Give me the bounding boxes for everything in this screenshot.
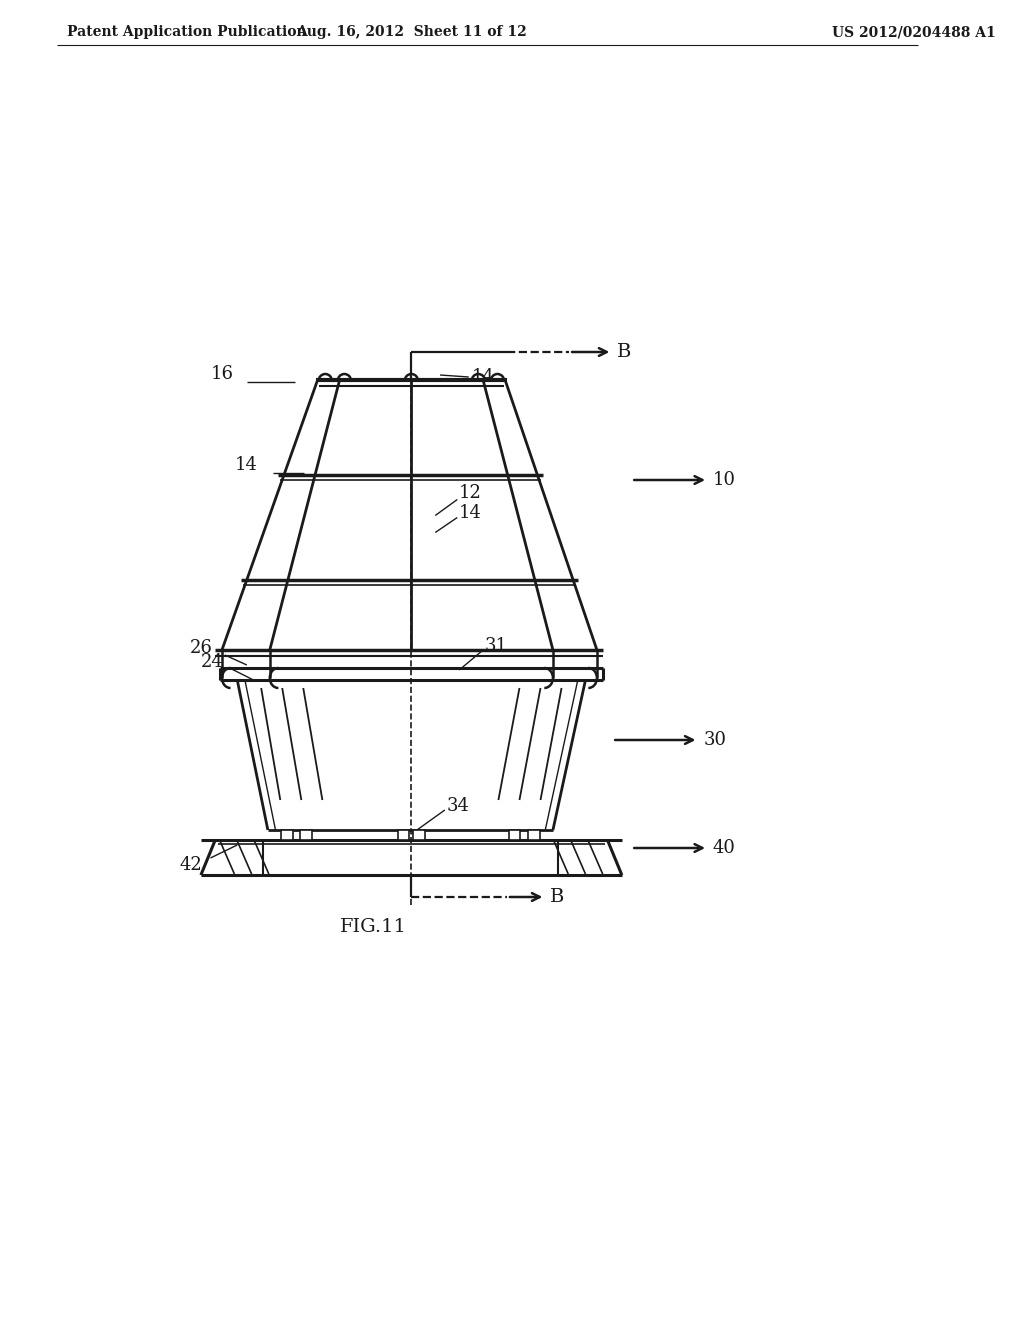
- Bar: [300, 830, 312, 840]
- Text: 14: 14: [459, 504, 482, 523]
- Text: FIG.11: FIG.11: [340, 917, 407, 936]
- Text: 31: 31: [485, 638, 508, 655]
- Text: B: B: [550, 888, 564, 906]
- Text: 12: 12: [459, 484, 482, 503]
- Text: US 2012/0204488 A1: US 2012/0204488 A1: [833, 25, 996, 40]
- Text: 40: 40: [713, 840, 735, 857]
- Text: Patent Application Publication: Patent Application Publication: [67, 25, 306, 40]
- Bar: [398, 830, 410, 840]
- Bar: [414, 830, 425, 840]
- Text: 14: 14: [234, 455, 257, 474]
- Text: 42: 42: [180, 855, 203, 874]
- Bar: [528, 830, 540, 840]
- Text: 24: 24: [201, 653, 223, 671]
- Text: 30: 30: [703, 731, 726, 748]
- Text: 14: 14: [472, 368, 495, 385]
- Text: 34: 34: [446, 797, 470, 814]
- Text: 26: 26: [189, 639, 212, 657]
- Text: 10: 10: [713, 471, 735, 488]
- Bar: [509, 830, 520, 840]
- Bar: [282, 830, 293, 840]
- Text: 16: 16: [211, 366, 233, 383]
- Text: B: B: [617, 343, 632, 360]
- Text: Aug. 16, 2012  Sheet 11 of 12: Aug. 16, 2012 Sheet 11 of 12: [296, 25, 526, 40]
